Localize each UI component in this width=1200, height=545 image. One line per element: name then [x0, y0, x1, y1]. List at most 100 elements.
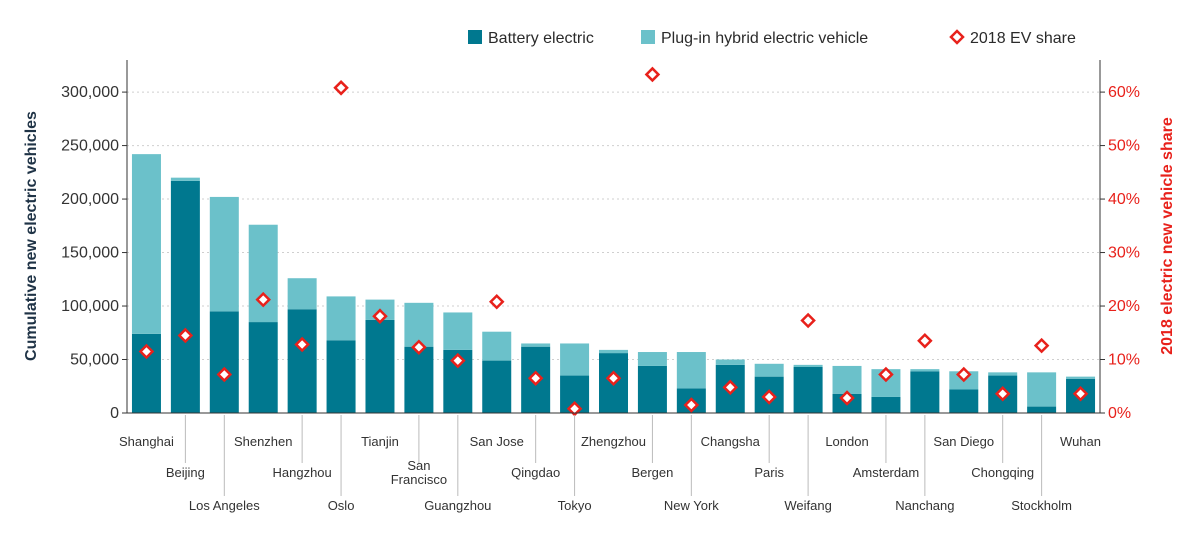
bar-plug-in-hybrid — [1066, 376, 1096, 379]
category-label: New York — [664, 498, 719, 513]
legend: Battery electric Plug-in hybrid electric … — [468, 29, 1076, 47]
ev-share-marker — [605, 370, 622, 387]
bar-plug-in-hybrid — [637, 352, 667, 366]
category-label: San Jose — [470, 434, 524, 449]
right-tick-label: 40% — [1108, 191, 1140, 208]
ev-share-marker — [722, 379, 739, 396]
category-label: Bergen — [631, 465, 673, 480]
left-axis-title: Cumulative new electric vehicles — [23, 111, 40, 361]
bar-plug-in-hybrid — [910, 369, 940, 372]
right-tick-label: 10% — [1108, 352, 1140, 369]
category-label: Guangzhou — [424, 498, 491, 513]
bar-plug-in-hybrid — [404, 302, 434, 347]
bar-plug-in-hybrid — [443, 312, 473, 350]
ev-share-marker — [450, 352, 466, 369]
right-tick-label: 30% — [1108, 245, 1140, 262]
bar-battery-electric — [326, 340, 356, 413]
legend-swatch — [641, 30, 655, 44]
ev-share-marker — [527, 370, 544, 387]
right-axis-ticks: 0% 10% 20% 30% 40% 50% 60% — [1100, 84, 1140, 422]
category-label: Weifang — [784, 498, 831, 513]
bar-battery-electric — [910, 371, 940, 413]
bar-plug-in-hybrid — [1027, 372, 1057, 407]
legend-label: Plug-in hybrid electric vehicle — [661, 30, 868, 47]
category-label: Stockholm — [1011, 498, 1072, 513]
right-axis-title: 2018 electric new vehicle share — [1159, 117, 1176, 355]
bar-plug-in-hybrid — [482, 331, 512, 361]
ev-share-marker — [800, 312, 816, 329]
right-tick-label: 50% — [1108, 138, 1140, 155]
bar-battery-electric — [248, 322, 278, 413]
right-tick-label: 20% — [1108, 298, 1140, 315]
bar-plug-in-hybrid — [988, 372, 1018, 376]
ev-share-marker — [566, 400, 583, 417]
bar-battery-electric — [209, 311, 239, 413]
category-label: Beijing — [166, 465, 205, 480]
ev-share-marker — [177, 327, 194, 344]
category-labels: Shanghai Beijing Los Angeles Shenzhen Hangzh… — [119, 415, 1101, 513]
left-tick-label: 0 — [110, 405, 119, 422]
ev-share-marker — [255, 291, 271, 308]
bar-plug-in-hybrid — [676, 352, 706, 389]
ev-share-marker — [956, 366, 972, 383]
category-label: Tokyo — [558, 498, 592, 513]
category-label: Wuhan — [1060, 434, 1101, 449]
bar-plug-in-hybrid — [248, 224, 278, 323]
bar-battery-electric — [637, 365, 667, 413]
ev-share-marker — [372, 308, 388, 324]
bar-plug-in-hybrid — [715, 359, 745, 365]
category-label: London — [825, 434, 868, 449]
category-label: Shanghai — [119, 434, 174, 449]
bar-plug-in-hybrid — [326, 296, 356, 341]
ev-share-marker — [411, 339, 427, 355]
ev-share-marker — [994, 385, 1011, 402]
category-label: Nanchang — [895, 498, 954, 513]
category-label: Shenzhen — [234, 434, 293, 449]
bar-plug-in-hybrid — [209, 196, 239, 312]
bar-battery-electric — [871, 396, 901, 413]
left-tick-label: 150,000 — [61, 245, 119, 262]
bar-battery-electric — [949, 389, 979, 413]
bar-battery-electric — [1027, 406, 1057, 413]
bar-plug-in-hybrid — [832, 365, 862, 394]
gridlines — [127, 91, 1100, 361]
category-label: Qingdao — [511, 465, 560, 480]
bar-plug-in-hybrid — [131, 154, 161, 334]
ev-share-marker — [683, 397, 700, 413]
ev-share-marker — [839, 390, 855, 406]
legend-label: Battery electric — [488, 30, 594, 47]
category-label: Hangzhou — [272, 465, 331, 480]
category-label: Los Angeles — [189, 498, 260, 513]
ev-share-marker — [644, 66, 661, 83]
ev-share-marker — [878, 366, 894, 383]
category-label: Amsterdam — [853, 465, 919, 480]
right-tick-label: 60% — [1108, 84, 1140, 101]
legend-label: 2018 EV share — [970, 30, 1076, 47]
category-label: Oslo — [328, 498, 355, 513]
category-label: Zhengzhou — [581, 434, 646, 449]
ev-share-marker — [488, 293, 505, 310]
ev-share-marker — [1033, 337, 1050, 354]
bar-battery-electric — [287, 309, 317, 413]
ev-share-marker — [1072, 385, 1089, 402]
left-tick-label: 100,000 — [61, 298, 119, 315]
bar-battery-electric — [404, 346, 434, 413]
ev-share-marker — [917, 333, 933, 349]
bar-battery-electric — [793, 367, 823, 413]
bar-plug-in-hybrid — [170, 177, 200, 181]
bar-plug-in-hybrid — [754, 363, 784, 377]
ev-share-marker — [761, 389, 777, 405]
left-tick-label: 250,000 — [61, 138, 119, 155]
category-label: Paris — [754, 465, 784, 480]
category-label: Tianjin — [361, 434, 399, 449]
left-tick-label: 50,000 — [70, 352, 119, 369]
ev-share-marker — [333, 80, 349, 96]
ev-share-marker — [294, 336, 310, 353]
left-axis-ticks: 0 50,000 100,000 150,000 200,000 250,000 300,0… — [61, 84, 127, 422]
left-tick-label: 300,000 — [61, 84, 119, 101]
bar-battery-electric — [482, 360, 512, 413]
bar-plug-in-hybrid — [599, 349, 628, 354]
bars — [131, 154, 1096, 413]
ev-share-marker — [138, 343, 155, 360]
